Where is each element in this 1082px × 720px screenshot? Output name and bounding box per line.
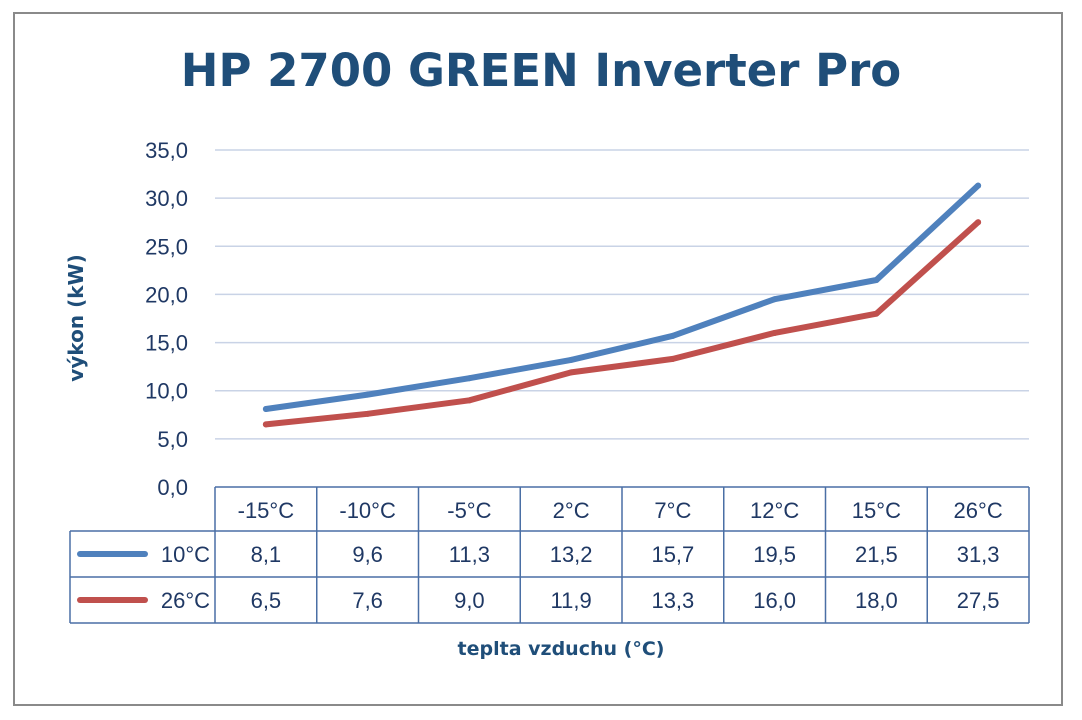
chart-title: HP 2700 GREEN Inverter Pro <box>180 44 902 97</box>
x-category-label: 12°C <box>750 498 799 523</box>
table-value: 9,6 <box>352 542 383 567</box>
data-point <box>873 310 880 317</box>
data-point <box>873 276 880 283</box>
data-point <box>262 406 269 413</box>
table-value: 27,5 <box>957 588 1000 613</box>
data-point <box>771 296 778 303</box>
table-value: 15,7 <box>651 542 694 567</box>
x-category-label: -10°C <box>339 498 396 523</box>
data-point <box>669 332 676 339</box>
table-value: 21,5 <box>855 542 898 567</box>
table-value: 16,0 <box>753 588 796 613</box>
y-tick-label: 0,0 <box>157 475 188 500</box>
data-point <box>568 356 575 363</box>
legend-label-1: 10°C <box>161 542 210 567</box>
table-value: 6,5 <box>251 588 282 613</box>
data-point <box>364 410 371 417</box>
y-tick-label: 10,0 <box>145 379 188 404</box>
data-point <box>669 355 676 362</box>
table-value: 7,6 <box>352 588 383 613</box>
data-point <box>975 219 982 226</box>
x-axis-label: teplta vzduchu (°C) <box>457 638 665 660</box>
data-point <box>466 397 473 404</box>
table-value: 11,9 <box>551 588 592 613</box>
y-tick-label: 25,0 <box>145 234 188 259</box>
data-point <box>975 182 982 189</box>
legend-label-2: 26°C <box>161 588 210 613</box>
data-point <box>364 391 371 398</box>
y-tick-label: 30,0 <box>145 186 188 211</box>
data-point <box>262 421 269 428</box>
x-category-label: 15°C <box>852 498 901 523</box>
table-value: 11,3 <box>449 542 490 567</box>
series-line-1 <box>262 182 982 412</box>
table-value: 19,5 <box>753 542 796 567</box>
y-tick-label: 20,0 <box>145 282 188 307</box>
x-category-label: 26°C <box>954 498 1003 523</box>
x-category-label: 7°C <box>654 498 691 523</box>
x-category-label: -15°C <box>238 498 295 523</box>
y-tick-label: 5,0 <box>157 427 188 452</box>
data-point <box>568 369 575 376</box>
y-tick-label: 15,0 <box>145 331 188 356</box>
y-tick-label: 35,0 <box>145 138 188 163</box>
x-category-label: 2°C <box>553 498 590 523</box>
table-value: 13,3 <box>651 588 694 613</box>
series-line-2 <box>262 219 982 428</box>
table-value: 18,0 <box>855 588 898 613</box>
chart-frame <box>13 12 1063 706</box>
table-value: 9,0 <box>454 588 485 613</box>
table-value: 13,2 <box>550 542 593 567</box>
table-value: 31,3 <box>957 542 1000 567</box>
table-value: 8,1 <box>251 542 282 567</box>
data-point <box>771 329 778 336</box>
data-point <box>466 375 473 382</box>
x-category-label: -5°C <box>447 498 491 523</box>
